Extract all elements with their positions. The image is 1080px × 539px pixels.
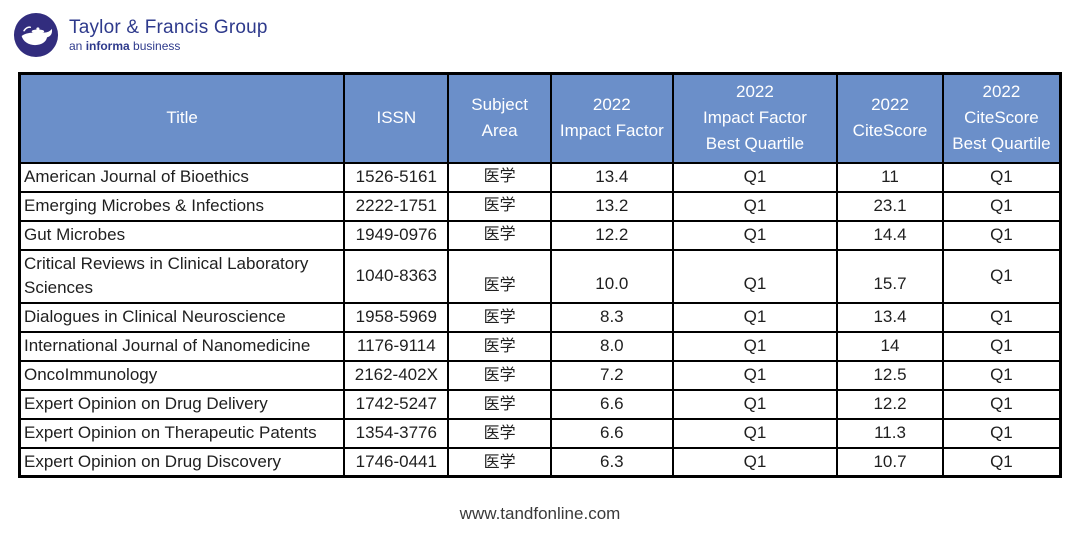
subject-area-value: 医学	[447, 161, 552, 193]
issn-value: 1040-8363	[343, 248, 450, 304]
column-header-impact-factor: 2022 Impact Factor	[549, 72, 674, 164]
cs-quartile-value: Q1	[941, 161, 1062, 193]
impact-factor-value: 13.4	[549, 161, 674, 193]
table-row: Expert Opinion on Drug Delivery 1742-524…	[18, 388, 1062, 420]
if-quartile-value: Q1	[671, 359, 839, 391]
journal-title: OncoImmunology	[18, 359, 346, 391]
brand-tagline: an informa business	[69, 39, 268, 53]
column-header-subject-area: Subject Area	[447, 72, 552, 164]
impact-factor-value: 8.3	[549, 301, 674, 333]
subject-area-value: 医学	[447, 359, 552, 391]
column-header-issn: ISSN	[343, 72, 450, 164]
if-quartile-value: Q1	[671, 417, 839, 449]
subject-area-value: 医学	[447, 388, 552, 420]
subject-area-value: 医学	[447, 417, 552, 449]
citescore-value: 23.1	[836, 190, 944, 222]
impact-factor-value: 7.2	[549, 359, 674, 391]
header-row: Title ISSN Subject Area 2022 Impact Fact…	[18, 72, 1062, 164]
citescore-value: 11.3	[836, 417, 944, 449]
impact-factor-value: 10.0	[549, 248, 674, 304]
table-row: OncoImmunology 2162-402X 医学 7.2 Q1 12.5 …	[18, 359, 1062, 391]
table-row: Dialogues in Clinical Neuroscience 1958-…	[18, 301, 1062, 333]
citescore-value: 14.4	[836, 219, 944, 251]
cs-quartile-value: Q1	[941, 248, 1062, 304]
table-row: Expert Opinion on Therapeutic Patents 13…	[18, 417, 1062, 449]
citescore-value: 12.2	[836, 388, 944, 420]
journal-title: Emerging Microbes & Infections	[18, 190, 346, 222]
if-quartile-value: Q1	[671, 330, 839, 362]
if-quartile-value: Q1	[671, 161, 839, 193]
if-quartile-value: Q1	[671, 388, 839, 420]
taylor-francis-lamp-icon	[13, 12, 59, 58]
cs-quartile-value: Q1	[941, 301, 1062, 333]
issn-value: 1742-5247	[343, 388, 450, 420]
issn-value: 1949-0976	[343, 219, 450, 251]
impact-factor-value: 12.2	[549, 219, 674, 251]
subject-area-value: 医学	[447, 330, 552, 362]
tagline-business: business	[129, 39, 181, 54]
cs-quartile-value: Q1	[941, 359, 1062, 391]
issn-value: 2222-1751	[343, 190, 450, 222]
column-header-citescore: 2022 CiteScore	[836, 72, 944, 164]
table-row: Expert Opinion on Drug Discovery 1746-04…	[18, 446, 1062, 478]
brand-header: Taylor & Francis Group an informa busine…	[0, 0, 1080, 62]
issn-value: 1354-3776	[343, 417, 450, 449]
journal-title: Gut Microbes	[18, 219, 346, 251]
if-quartile-value: Q1	[671, 190, 839, 222]
subject-area-value: 医学	[447, 446, 552, 478]
cs-quartile-value: Q1	[941, 388, 1062, 420]
issn-value: 2162-402X	[343, 359, 450, 391]
journal-title: Critical Reviews in Clinical Laboratory …	[18, 248, 346, 304]
cs-quartile-value: Q1	[941, 330, 1062, 362]
brand-name: Taylor & Francis Group	[69, 16, 268, 38]
if-quartile-value: Q1	[671, 219, 839, 251]
issn-value: 1176-9114	[343, 330, 450, 362]
journal-title: Dialogues in Clinical Neuroscience	[18, 301, 346, 333]
if-quartile-value: Q1	[671, 446, 839, 478]
subject-area-value: 医学	[447, 190, 552, 222]
table-row: American Journal of Bioethics 1526-5161 …	[18, 161, 1062, 193]
subject-area-value: 医学	[447, 219, 552, 251]
impact-factor-value: 8.0	[549, 330, 674, 362]
journal-title: American Journal of Bioethics	[18, 161, 346, 193]
column-header-title: Title	[18, 72, 346, 164]
impact-factor-value: 13.2	[549, 190, 674, 222]
subject-area-value: 医学	[447, 248, 552, 304]
table-row: Gut Microbes 1949-0976 医学 12.2 Q1 14.4 Q…	[18, 219, 1062, 251]
journal-metrics-table: Title ISSN Subject Area 2022 Impact Fact…	[18, 72, 1062, 479]
logo-text: Taylor & Francis Group an informa busine…	[69, 17, 268, 54]
tagline-an: an	[69, 39, 86, 54]
table-row: Critical Reviews in Clinical Laboratory …	[18, 248, 1062, 304]
citescore-value: 10.7	[836, 446, 944, 478]
journal-title: International Journal of Nanomedicine	[18, 330, 346, 362]
tagline-informa: informa	[85, 39, 130, 54]
citescore-value: 13.4	[836, 301, 944, 333]
citescore-value: 14	[836, 330, 944, 362]
cs-quartile-value: Q1	[941, 219, 1062, 251]
if-quartile-value: Q1	[671, 301, 839, 333]
website-url: www.tandfonline.com	[459, 504, 621, 524]
column-header-if-best-quartile: 2022 Impact Factor Best Quartile	[671, 72, 839, 164]
cs-quartile-value: Q1	[941, 190, 1062, 222]
issn-value: 1958-5969	[343, 301, 450, 333]
table-row: Emerging Microbes & Infections 2222-1751…	[18, 190, 1062, 222]
footer: www.tandfonline.com	[0, 504, 1080, 524]
journal-title: Expert Opinion on Drug Discovery	[18, 446, 346, 478]
cs-quartile-value: Q1	[941, 446, 1062, 478]
impact-factor-value: 6.6	[549, 417, 674, 449]
table-row: International Journal of Nanomedicine 11…	[18, 330, 1062, 362]
issn-value: 1746-0441	[343, 446, 450, 478]
journal-title: Expert Opinion on Therapeutic Patents	[18, 417, 346, 449]
impact-factor-value: 6.3	[549, 446, 674, 478]
subject-area-value: 医学	[447, 301, 552, 333]
citescore-value: 15.7	[836, 248, 944, 304]
journal-title: Expert Opinion on Drug Delivery	[18, 388, 346, 420]
column-header-citescore-best-quartile: 2022 CiteScore Best Quartile	[941, 72, 1062, 164]
if-quartile-value: Q1	[671, 248, 839, 304]
citescore-value: 11	[836, 161, 944, 193]
impact-factor-value: 6.6	[549, 388, 674, 420]
citescore-value: 12.5	[836, 359, 944, 391]
cs-quartile-value: Q1	[941, 417, 1062, 449]
issn-value: 1526-5161	[343, 161, 450, 193]
